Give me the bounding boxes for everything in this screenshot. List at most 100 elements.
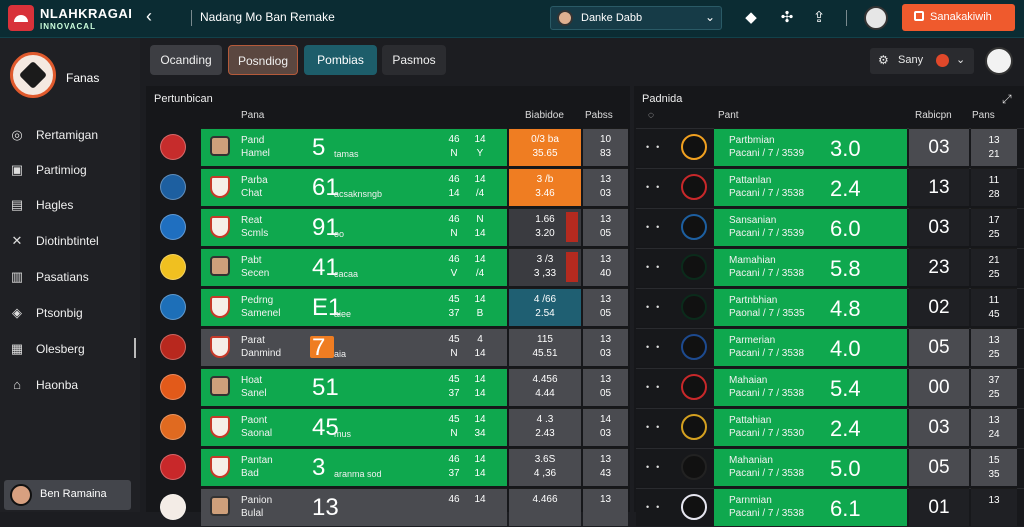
odds-cell[interactable]: [509, 168, 581, 206]
team-emblem: [681, 374, 707, 400]
table-row[interactable]: [201, 288, 507, 326]
table-row[interactable]: [201, 368, 507, 406]
row-stat-a2: N: [450, 228, 458, 239]
odds-cell[interactable]: [509, 408, 581, 446]
row-stat-a2: 37: [448, 308, 460, 319]
row-rating: 3.0: [830, 136, 861, 161]
tools-icon: ✕: [11, 233, 23, 248]
player-badge-icon: [210, 296, 230, 318]
sidebar-item-label: Hagles: [36, 198, 74, 212]
score-row: [714, 248, 907, 286]
sidebar-item[interactable]: ⌂ Haonba: [8, 376, 133, 396]
user-avatar[interactable]: [864, 6, 888, 30]
col-header-name: Pant: [718, 110, 739, 121]
points-cell: [583, 328, 628, 366]
share-icon[interactable]: ✣: [780, 9, 794, 26]
odds-cell[interactable]: [509, 368, 581, 406]
rating-cell: 05: [909, 448, 969, 486]
table-row[interactable]: [201, 448, 507, 486]
sidebar-item-label: Haonba: [36, 378, 79, 392]
odds-cell[interactable]: [509, 448, 581, 486]
rating-cell: 05: [909, 328, 969, 366]
account-select[interactable]: Danke Dabb ⌄: [550, 6, 722, 30]
row-name: Mamahian: [729, 255, 776, 266]
status-dot: [936, 54, 949, 67]
count-1: 17: [988, 215, 1000, 226]
expand-icon[interactable]: ⤢: [1002, 92, 1012, 106]
row-sub: Pacani / 7 / 3538: [729, 508, 805, 519]
count-cell: [971, 328, 1017, 366]
row-stat-a1: 46: [448, 454, 460, 465]
back-arrow-icon[interactable]: ‹: [146, 6, 152, 26]
player-badge-icon: [210, 336, 230, 358]
row-dots: ••: [646, 302, 667, 312]
tab-posndiog[interactable]: Posndiog: [228, 45, 298, 75]
row-stat-b2: 14: [474, 348, 486, 359]
points-2: 05: [599, 388, 612, 399]
tab-pasmos[interactable]: Pasmos: [382, 45, 446, 75]
points-2: 40: [599, 268, 612, 279]
count-1: 11: [988, 175, 1000, 186]
odds-cell[interactable]: [509, 288, 581, 326]
row-stat-b1: N: [476, 214, 484, 225]
rating-badge: [310, 336, 334, 358]
filter-control[interactable]: ⚙ Sany ⌄: [870, 48, 974, 74]
count-1: 21: [988, 255, 1000, 266]
row-stat-a2: N: [450, 148, 458, 159]
divider: [846, 10, 847, 26]
row-stat-b2: 14: [474, 388, 486, 399]
count-1: 37: [988, 375, 1000, 386]
sidebar-item[interactable]: ◎ Rertamigan: [8, 126, 133, 146]
odds-cell[interactable]: [509, 128, 581, 166]
row-stat-b1: 14: [474, 454, 486, 465]
brand-logo[interactable]: [8, 5, 34, 31]
table-row[interactable]: [201, 328, 507, 366]
team-emblem: [681, 454, 707, 480]
brand-subtitle: INNOVACAL: [40, 22, 96, 31]
points-2: 05: [599, 228, 612, 239]
sidebar-item[interactable]: ▦ Olesberg: [8, 340, 133, 360]
table-row[interactable]: [201, 208, 507, 246]
row-score: 5: [312, 134, 326, 161]
scrollbar[interactable]: [134, 338, 136, 358]
row-rating: 5.0: [830, 456, 861, 481]
row-sub: Samenel: [241, 308, 281, 319]
row-stat-a2: V: [450, 268, 458, 279]
row-stat-b2: Y: [476, 148, 484, 159]
points-1: 13: [599, 214, 612, 225]
row-stat-b2: B: [476, 308, 484, 319]
row-score-note: aiee: [334, 309, 352, 319]
grid-icon: ▣: [10, 162, 24, 177]
player-badge-icon: [210, 456, 230, 478]
tab-pombias[interactable]: Pombias: [304, 45, 377, 75]
table-row[interactable]: [201, 168, 507, 206]
row-score: 41: [312, 254, 339, 281]
row-rating: 6.1: [830, 496, 861, 521]
count-1: 13: [988, 135, 1000, 146]
sort-icon[interactable]: ◌: [648, 110, 654, 121]
odds-value-2: 3.46: [535, 188, 555, 199]
score-row: [714, 168, 907, 206]
sidebar-item[interactable]: ▣ Partimiog: [8, 161, 133, 181]
table-row[interactable]: [201, 408, 507, 446]
odds-value-2: 3.20: [535, 228, 555, 239]
upload-icon[interactable]: ⇪: [812, 9, 826, 26]
row-stat-a1: 45: [448, 334, 460, 345]
sidebar-item[interactable]: ▤ Hagles: [8, 196, 133, 216]
team-emblem: [160, 134, 186, 160]
sidebar-item[interactable]: ◈ Ptsonbig: [8, 304, 133, 324]
sidebar-item[interactable]: ▥ Pasatians: [8, 268, 133, 288]
team-logo: [10, 52, 56, 98]
tab-ocanding[interactable]: Ocanding: [150, 45, 222, 75]
sidebar-item[interactable]: ✕ Diotinbtintel: [8, 232, 133, 252]
points-2: 05: [599, 308, 612, 319]
rating-cell: 13: [909, 168, 969, 206]
table-row[interactable]: [201, 248, 507, 286]
points-1: 10: [599, 134, 612, 145]
odds-cell[interactable]: [509, 328, 581, 366]
location-pin-icon[interactable]: ◆: [745, 9, 757, 26]
profile-avatar[interactable]: [985, 47, 1013, 75]
sidebar-user[interactable]: Ben Ramaina: [4, 480, 131, 510]
table-row[interactable]: [201, 128, 507, 166]
cta-button[interactable]: Sanakakiwih: [902, 4, 1015, 31]
